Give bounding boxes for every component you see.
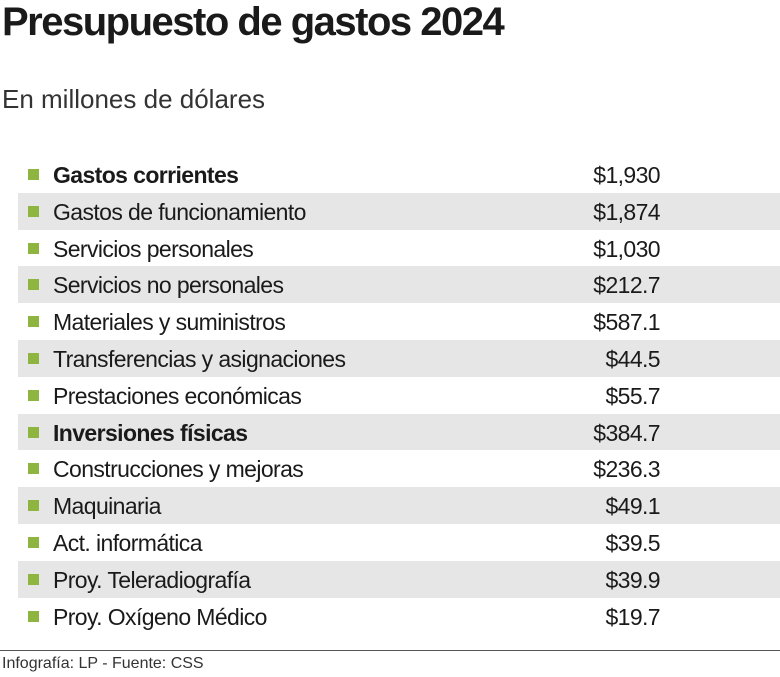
row-value: $384.7 (593, 419, 660, 446)
table-row: Construcciones y mejoras $236.3 (18, 450, 780, 487)
row-label: Servicios no personales (53, 272, 284, 299)
bullet (28, 463, 39, 475)
bullet (28, 573, 39, 585)
table-row: Transferencias y asignaciones $44.5 (18, 339, 780, 377)
bullet (28, 389, 39, 401)
table-row: Proy. Oxígeno Médico $19.7 (18, 598, 780, 635)
bullet (28, 169, 39, 180)
table-row: Materiales y suministros $587.1 (18, 303, 780, 340)
row-value: $212.7 (593, 272, 660, 299)
bullet (28, 352, 39, 364)
table-row: Servicios no personales $212.7 (18, 266, 780, 304)
row-label: Proy. Oxígeno Médico (53, 603, 267, 630)
table-row: Servicios personales $1,030 (18, 230, 780, 267)
bullet (28, 500, 39, 512)
row-label: Gastos corrientes (53, 162, 239, 188)
divider (0, 650, 780, 651)
table-row: Gastos de funcionamiento $1,874 (18, 192, 780, 230)
bullet (28, 205, 39, 217)
row-value: $49.1 (605, 493, 660, 520)
row-label: Transferencias y asignaciones (53, 345, 346, 372)
subtitle: En millones de dólares (2, 84, 266, 114)
bullet (28, 536, 39, 548)
row-value: $19.7 (605, 603, 660, 630)
row-label: Maquinaria (53, 493, 161, 520)
title: Presupuesto de gastos 2024 (2, 0, 505, 44)
row-value: $1,874 (593, 198, 660, 225)
row-value: $55.7 (605, 382, 660, 409)
row-value: $39.9 (605, 566, 660, 593)
row-value: $1,930 (593, 162, 660, 188)
table-row: Proy. Teleradiografía $39.9 (18, 560, 780, 598)
table: Gastos corrientes $1,930 Gastos de funcion… (18, 156, 780, 634)
row-label: Gastos de funcionamiento (53, 198, 306, 225)
row-label: Inversiones físicas (53, 419, 248, 446)
row-label: Act. informática (53, 529, 203, 556)
bullet (28, 610, 39, 622)
table-row: Prestaciones económicas $55.7 (18, 377, 780, 414)
row-value: $39.5 (605, 529, 660, 556)
row-label: Proy. Teleradiografía (53, 566, 251, 593)
table-row: Inversiones físicas $384.7 (18, 413, 780, 451)
row-value: $587.1 (593, 309, 660, 336)
row-value: $44.5 (605, 345, 660, 372)
table-row: Act. informática $39.5 (18, 524, 780, 561)
row-value: $1,030 (593, 235, 660, 262)
row-value: $236.3 (593, 456, 660, 483)
row-label: Prestaciones económicas (53, 382, 302, 409)
bullet (28, 316, 39, 328)
bullet (28, 426, 39, 438)
row-label: Materiales y suministros (53, 309, 286, 336)
source: Infografía: LP - Fuente: CSS (2, 655, 204, 672)
bullet (28, 279, 39, 291)
table-row: Maquinaria $49.1 (18, 487, 780, 524)
table-row: Gastos corrientes $1,930 (18, 156, 780, 193)
row-label: Construcciones y mejoras (53, 456, 304, 483)
bullet (28, 242, 39, 254)
row-label: Servicios personales (53, 235, 254, 262)
